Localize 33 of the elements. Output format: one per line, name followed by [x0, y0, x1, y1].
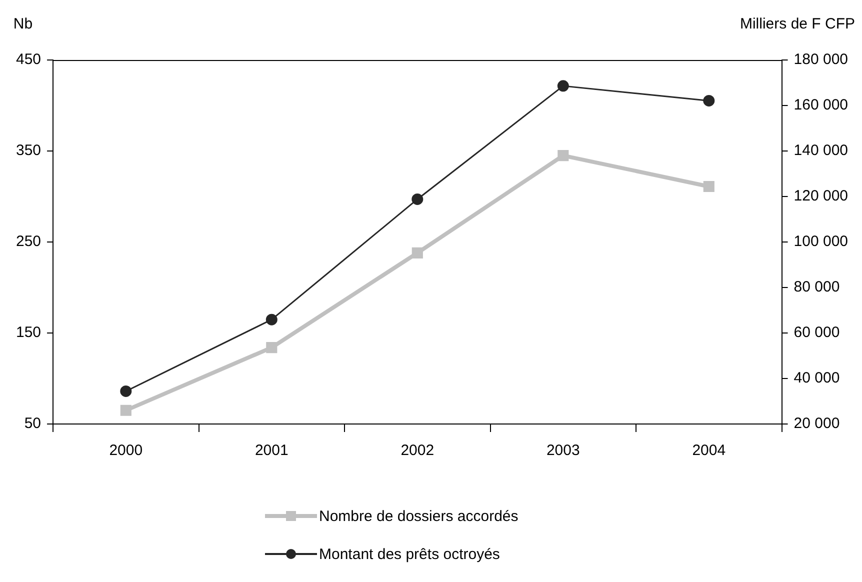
- point: [703, 180, 714, 192]
- x-tick-label: 2002: [400, 442, 434, 460]
- y-tick-label: 50: [24, 415, 42, 432]
- point: [266, 314, 278, 326]
- y2-axis-title: Milliers de F CFP: [740, 16, 855, 33]
- point: [703, 94, 715, 106]
- point: [120, 404, 132, 416]
- y2-tick-label: 180 000: [794, 51, 848, 68]
- y2-tick-label: 60 000: [794, 324, 840, 342]
- y-tick-label: 250: [16, 233, 42, 250]
- point: [120, 385, 132, 397]
- legend-label: Nombre de dossiers accordés: [319, 508, 518, 524]
- y2-tick-label: 140 000: [794, 142, 848, 160]
- legend-label: Montant des prêts octroyés: [319, 546, 500, 562]
- point: [558, 150, 569, 162]
- point: [412, 193, 424, 205]
- x-tick-label: 2001: [254, 442, 288, 460]
- x-tick-label: 2004: [692, 442, 726, 460]
- y2-tick-label: 80 000: [794, 278, 840, 296]
- x-tick-label: 2003: [546, 442, 580, 460]
- y2-tick-label: 20 000: [794, 415, 840, 432]
- point: [557, 80, 569, 92]
- y-tick-label: 350: [16, 142, 42, 160]
- y-axis-title: Nb: [13, 16, 33, 33]
- point: [266, 342, 278, 354]
- y-tick-label: 450: [16, 51, 42, 68]
- y2-tick-label: 100 000: [794, 233, 848, 250]
- y2-tick-label: 160 000: [794, 96, 848, 114]
- point: [412, 247, 423, 258]
- y2-tick-label: 40 000: [794, 370, 840, 387]
- x-tick-label: 2000: [109, 442, 143, 460]
- y2-tick-label: 120 000: [794, 188, 848, 205]
- y-tick-label: 150: [16, 324, 42, 342]
